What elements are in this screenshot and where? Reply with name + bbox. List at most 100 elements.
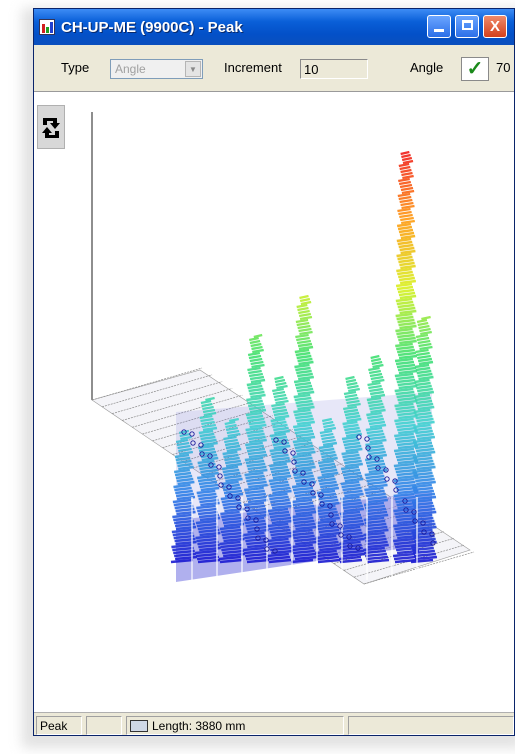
peak-surface-strip (393, 522, 415, 528)
peak-surface-strip (341, 516, 363, 522)
peak-surface-strip (174, 504, 194, 510)
peak-surface-strip (394, 465, 416, 471)
peak-surface-strip (397, 318, 415, 324)
peak-surface-strip (298, 360, 314, 366)
peak-surface-strip (342, 501, 362, 507)
peak-surface-strip (317, 558, 341, 564)
peak-surface-strip (367, 480, 387, 486)
type-select[interactable]: Angle ▼ (110, 59, 203, 79)
peak-surface-strip (416, 351, 430, 357)
peak-surface-strip (393, 492, 415, 498)
contour-speck (366, 454, 372, 460)
contour-speck (429, 531, 435, 537)
peak-surface-strip (341, 498, 361, 504)
peak-3d-surface-plot (91, 112, 475, 585)
peak-surface-strip (200, 486, 220, 492)
peak-surface-strip (369, 390, 385, 396)
peak-surface-strip (413, 456, 433, 462)
peak-surface-strip (321, 435, 335, 441)
peak-surface-strip (344, 393, 358, 399)
peak-surface-strip (399, 213, 413, 219)
peak-surface-strip (340, 480, 360, 486)
peak-surface-strip (201, 420, 215, 426)
peak-surface-strip (342, 519, 364, 525)
peak-surface-strip (250, 378, 266, 384)
peak-surface-strip (221, 480, 239, 486)
title-bar[interactable]: CH-UP-ME (9900C) - Peak X (34, 9, 514, 45)
peak-surface-strip (321, 417, 333, 423)
peak-surface-strip (368, 483, 388, 489)
peak-surface-strip (364, 519, 386, 525)
peak-surface-strip (399, 231, 415, 237)
peak-surface-strip (397, 396, 417, 402)
peak-surface-strip (248, 453, 268, 459)
contour-speck (291, 459, 297, 465)
peak-surface-strip (396, 237, 412, 243)
peak-surface-strip (222, 534, 244, 540)
peak-surface-strip (275, 381, 287, 387)
peak-surface-strip (415, 540, 437, 546)
angle-apply-checkbox[interactable]: ✓ (461, 57, 489, 81)
peak-surface-strip (316, 522, 338, 528)
chevron-down-icon[interactable]: ▼ (185, 61, 201, 77)
peak-surface-strip (396, 300, 414, 306)
close-icon: X (489, 18, 500, 35)
peak-surface-strip (271, 519, 293, 525)
contour-speck (338, 532, 344, 538)
peak-surface-strip (247, 366, 261, 372)
peak-surface-strip (272, 423, 288, 429)
peak-surface-strip (344, 411, 360, 417)
peak-surface-strip (394, 525, 416, 531)
peak-surface-strip (272, 456, 290, 462)
peak-surface-strip (340, 543, 362, 549)
peak-surface-strip (347, 402, 361, 408)
peak-surface-strip (218, 555, 242, 561)
peak-surface-strip (225, 444, 241, 450)
peak-surface-strip (338, 555, 362, 561)
peak-surface-strip (172, 546, 194, 552)
plot-area[interactable] (34, 92, 514, 712)
peak-surface-strip (343, 537, 365, 543)
peak-surface-strip (396, 285, 414, 291)
peak-surface-strip (248, 354, 262, 360)
increment-input[interactable]: 10 (300, 59, 368, 79)
peak-surface-strip (346, 417, 362, 423)
peak-surface-strip (319, 429, 333, 435)
minimize-button[interactable] (427, 15, 451, 38)
peak-surface-strip (295, 384, 313, 390)
contour-speck (218, 482, 224, 488)
peak-surface-strip (410, 558, 434, 564)
contour-speck (264, 546, 270, 552)
peak-surface-strip (196, 522, 218, 528)
peak-surface-strip (395, 543, 417, 549)
peak-surface-strip (243, 531, 265, 537)
peak-surface-strip (247, 513, 269, 519)
peak-surface-strip (273, 426, 289, 432)
close-button[interactable]: X (483, 15, 507, 38)
status-blank-pane (86, 716, 122, 735)
peak-surface-strip (365, 474, 385, 480)
peak-surface-strip (413, 552, 437, 558)
checkmark-icon: ✓ (466, 58, 484, 80)
angle-value[interactable]: 70 (496, 60, 511, 75)
peak-surface-strip (268, 558, 292, 564)
peak-surface-strip (343, 552, 365, 558)
peak-surface-strip (274, 429, 290, 435)
maximize-button[interactable] (455, 15, 479, 38)
peak-surface-strip (248, 483, 268, 489)
peak-surface-strip (198, 447, 216, 453)
type-select-value: Angle (115, 62, 146, 76)
peak-surface-strip (397, 426, 417, 432)
peak-surface-strip (222, 450, 238, 456)
peak-surface-strip (343, 504, 363, 510)
peak-surface-strip (370, 354, 380, 360)
peak-surface-strip (174, 453, 190, 459)
rotate-button[interactable] (37, 105, 65, 149)
peak-surface-strip (171, 543, 193, 549)
peak-surface-strip (269, 432, 287, 438)
floor-grid-line (112, 381, 223, 414)
peak-surface-strip (292, 501, 314, 507)
peak-surface-strip (412, 546, 434, 552)
peak-surface-strip (200, 468, 218, 474)
peak-surface-strip (201, 402, 213, 408)
